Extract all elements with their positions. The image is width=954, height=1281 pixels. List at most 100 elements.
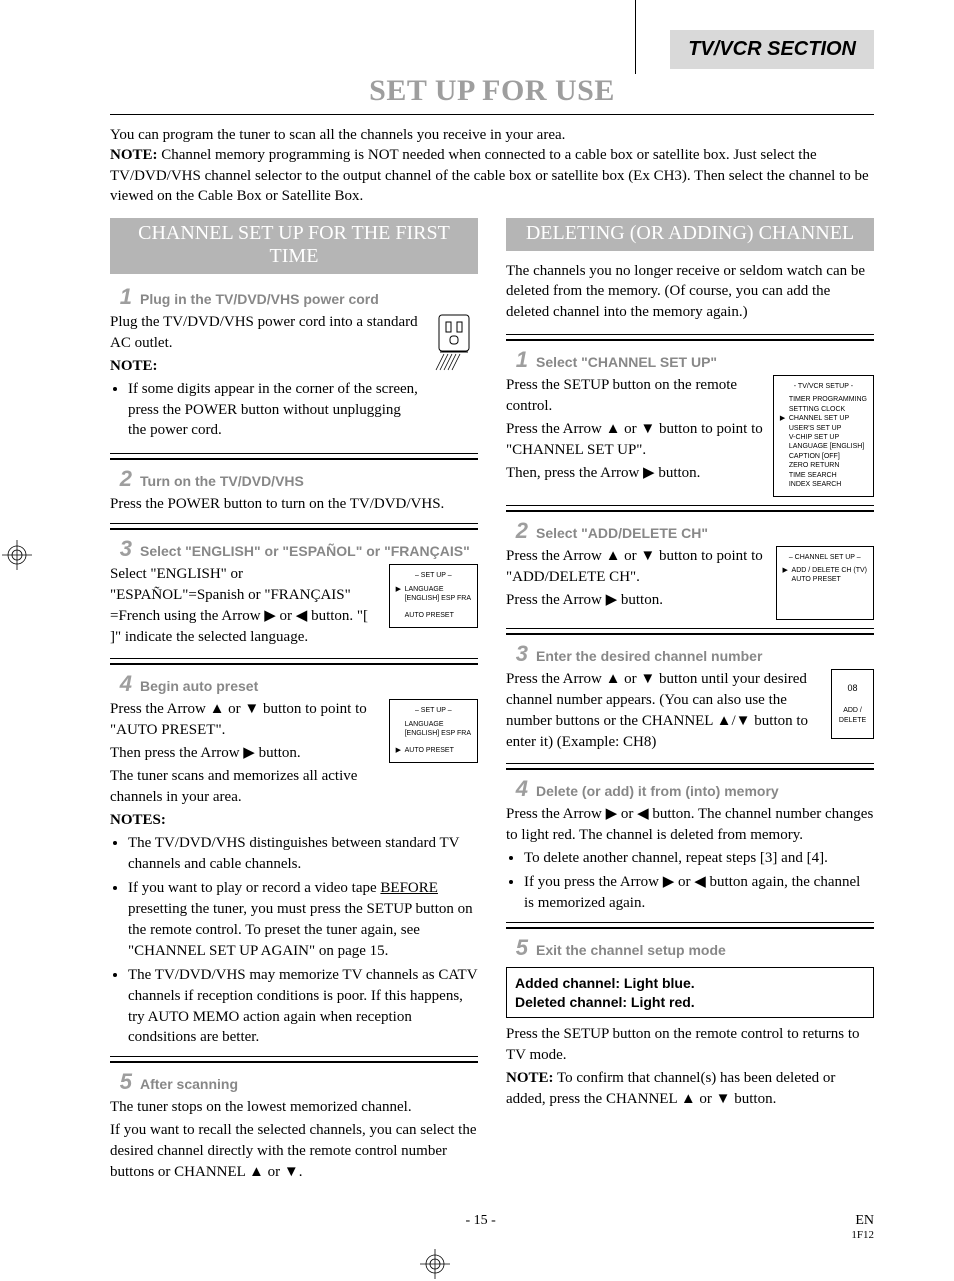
r2-p1: Press the Arrow ▲ or ▼ button to point t… xyxy=(506,546,766,588)
step5-p2: If you want to recall the selected chann… xyxy=(110,1120,478,1183)
right-intro: The channels you no longer receive or se… xyxy=(506,261,874,322)
r1-p2: Press the Arrow ▲ or ▼ button to point t… xyxy=(506,419,763,461)
step-num: 4 xyxy=(110,671,132,697)
page-number: - 15 - xyxy=(110,1213,851,1241)
osd-title: – SET UP – xyxy=(396,571,471,580)
intro-note: NOTE: Channel memory programming is NOT … xyxy=(110,145,874,206)
osd-add-delete-label: ADD / DELETE xyxy=(838,706,867,725)
osd-row: AUTO PRESET xyxy=(405,611,454,620)
osd-row: TIMER PROGRAMMING xyxy=(789,395,867,404)
page-footer: - 15 - EN 1F12 xyxy=(110,1213,874,1241)
osd-row: INDEX SEARCH xyxy=(789,480,842,489)
step-num: 4 xyxy=(506,776,528,802)
osd-tvvcr-menu: - TV/VCR SETUP - TIMER PROGRAMMING SETTI… xyxy=(773,375,874,497)
step2-p1: Press the POWER button to turn on the TV… xyxy=(110,494,478,515)
osd-row: LANGUAGE xyxy=(405,720,444,729)
two-columns: CHANNEL SET UP FOR THE FIRST TIME 1 Plug… xyxy=(110,218,874,1185)
left-step-2: 2 Turn on the TV/DVD/VHS Press the POWER… xyxy=(110,453,478,515)
step-title: Select "ADD/DELETE CH" xyxy=(536,524,708,544)
step3-p1: Select "ENGLISH" or "ESPAÑOL"=Spanish or… xyxy=(110,564,379,648)
intro-note-text: Channel memory programming is NOT needed… xyxy=(110,147,869,204)
left-column: CHANNEL SET UP FOR THE FIRST TIME 1 Plug… xyxy=(110,218,478,1185)
osd-row: [ENGLISH] ESP FRA xyxy=(405,594,471,603)
step4-p3: The tuner scans and memorizes all active… xyxy=(110,766,379,808)
step-body: Plug the TV/DVD/VHS power cord into a st… xyxy=(110,312,478,445)
step4-b3: The TV/DVD/VHS may memorize TV channels … xyxy=(128,965,478,1048)
step-num: 5 xyxy=(506,935,528,961)
step-title: Plug in the TV/DVD/VHS power cord xyxy=(140,290,379,310)
footer-lang: EN xyxy=(855,1213,874,1228)
step4-b2: If you want to play or record a video ta… xyxy=(128,878,478,961)
r1-p3: Then, press the Arrow ▶ button. xyxy=(506,463,763,484)
step-num: 1 xyxy=(110,284,132,310)
intro-line1: You can program the tuner to scan all th… xyxy=(110,125,874,145)
osd-row: LANGUAGE [ENGLISH] xyxy=(789,442,864,451)
color-note-box: Added channel: Light blue. Deleted chann… xyxy=(506,967,874,1019)
box-line1: Added channel: Light blue. xyxy=(515,974,865,993)
osd-row: SETTING CLOCK xyxy=(789,405,845,414)
step-title-row: 1 Plug in the TV/DVD/VHS power cord xyxy=(110,284,478,310)
step5-p1: The tuner stops on the lowest memorized … xyxy=(110,1097,478,1118)
osd-title: – SET UP – xyxy=(396,706,471,715)
page: TV/VCR SECTION SET UP FOR USE You can pr… xyxy=(0,0,954,1281)
r2-p2: Press the Arrow ▶ button. xyxy=(506,590,766,611)
title-rule xyxy=(110,114,874,115)
step-num: 2 xyxy=(506,518,528,544)
step-num: 3 xyxy=(110,536,132,562)
step-num: 3 xyxy=(506,641,528,667)
step4-b1: The TV/DVD/VHS distinguishes between sta… xyxy=(128,833,478,874)
step-title: Delete (or add) it from (into) memory xyxy=(536,782,779,802)
step1-note-label: NOTE: xyxy=(110,356,420,377)
osd-row: AUTO PRESET xyxy=(792,575,841,584)
step-num: 2 xyxy=(110,466,132,492)
right-step-1: 1 Select "CHANNEL SET UP" Press the SETU… xyxy=(506,334,874,497)
right-step-2: 2 Select "ADD/DELETE CH" Press the Arrow… xyxy=(506,505,874,620)
step-num: 5 xyxy=(110,1069,132,1095)
right-band: DELETING (OR ADDING) CHANNEL xyxy=(506,218,874,251)
right-step-5: 5 Exit the channel setup mode Added chan… xyxy=(506,922,874,1111)
osd-title: – CHANNEL SET UP – xyxy=(783,553,867,562)
step4-p1: Press the Arrow ▲ or ▼ button to point t… xyxy=(110,699,379,741)
step4-p2: Then press the Arrow ▶ button. xyxy=(110,743,379,764)
notes-label: NOTES: xyxy=(110,810,478,831)
step-title: Begin auto preset xyxy=(140,677,258,697)
step-title: Exit the channel setup mode xyxy=(536,941,726,961)
step-title: After scanning xyxy=(140,1075,238,1095)
note-label: NOTE: xyxy=(110,147,158,163)
osd-add-delete: 08 ADD / DELETE xyxy=(831,669,874,739)
osd-row: AUTO PRESET xyxy=(405,746,454,755)
osd-title: - TV/VCR SETUP - xyxy=(780,382,867,391)
step1-bullet: If some digits appear in the corner of t… xyxy=(128,379,420,441)
registration-mark-icon xyxy=(2,540,32,570)
outlet-icon xyxy=(430,312,478,372)
left-step-5: 5 After scanning The tuner stops on the … xyxy=(110,1056,478,1183)
r1-p1: Press the SETUP button on the remote con… xyxy=(506,375,763,417)
osd-row: ZERO RETURN xyxy=(789,461,840,470)
step1-p1: Plug the TV/DVD/VHS power cord into a st… xyxy=(110,312,420,354)
step-title: Select "CHANNEL SET UP" xyxy=(536,353,717,373)
r5-note-text: To confirm that channel(s) has been dele… xyxy=(506,1070,835,1107)
step-num: 1 xyxy=(506,347,528,373)
right-column: DELETING (OR ADDING) CHANNEL The channel… xyxy=(506,218,874,1185)
osd-row: TIME SEARCH xyxy=(789,471,837,480)
left-step-3: 3 Select "ENGLISH" or "ESPAÑOL" or "FRAN… xyxy=(110,523,478,650)
r5-p1: Press the SETUP button on the remote con… xyxy=(506,1024,874,1066)
box-line2: Deleted channel: Light red. xyxy=(515,993,865,1012)
left-step-4: 4 Begin auto preset Press the Arrow ▲ or… xyxy=(110,658,478,1048)
note-label: NOTE: xyxy=(506,1070,554,1086)
osd-row: CHANNEL SET UP xyxy=(789,414,849,423)
osd-row: USER'S SET UP xyxy=(789,424,842,433)
osd-row: CAPTION [OFF] xyxy=(789,452,840,461)
step-title: Enter the desired channel number xyxy=(536,647,762,667)
osd-channel-number: 08 xyxy=(838,682,867,694)
section-tag: TV/VCR SECTION xyxy=(670,30,874,69)
r5-note: NOTE: To confirm that channel(s) has bee… xyxy=(506,1068,874,1110)
divider-top xyxy=(635,0,636,74)
right-step-4: 4 Delete (or add) it from (into) memory … xyxy=(506,763,874,914)
left-step-1: 1 Plug in the TV/DVD/VHS power cord Plug… xyxy=(110,284,478,445)
osd-channel-setup-menu: – CHANNEL SET UP – ▶ADD / DELETE CH (TV)… xyxy=(776,546,874,620)
osd-setup-menu: – SET UP – ▶LANGUAGE [ENGLISH] ESP FRA A… xyxy=(389,564,478,628)
registration-mark-icon xyxy=(420,1249,450,1279)
page-title: SET UP FOR USE xyxy=(110,74,874,108)
intro-text: You can program the tuner to scan all th… xyxy=(110,125,874,206)
